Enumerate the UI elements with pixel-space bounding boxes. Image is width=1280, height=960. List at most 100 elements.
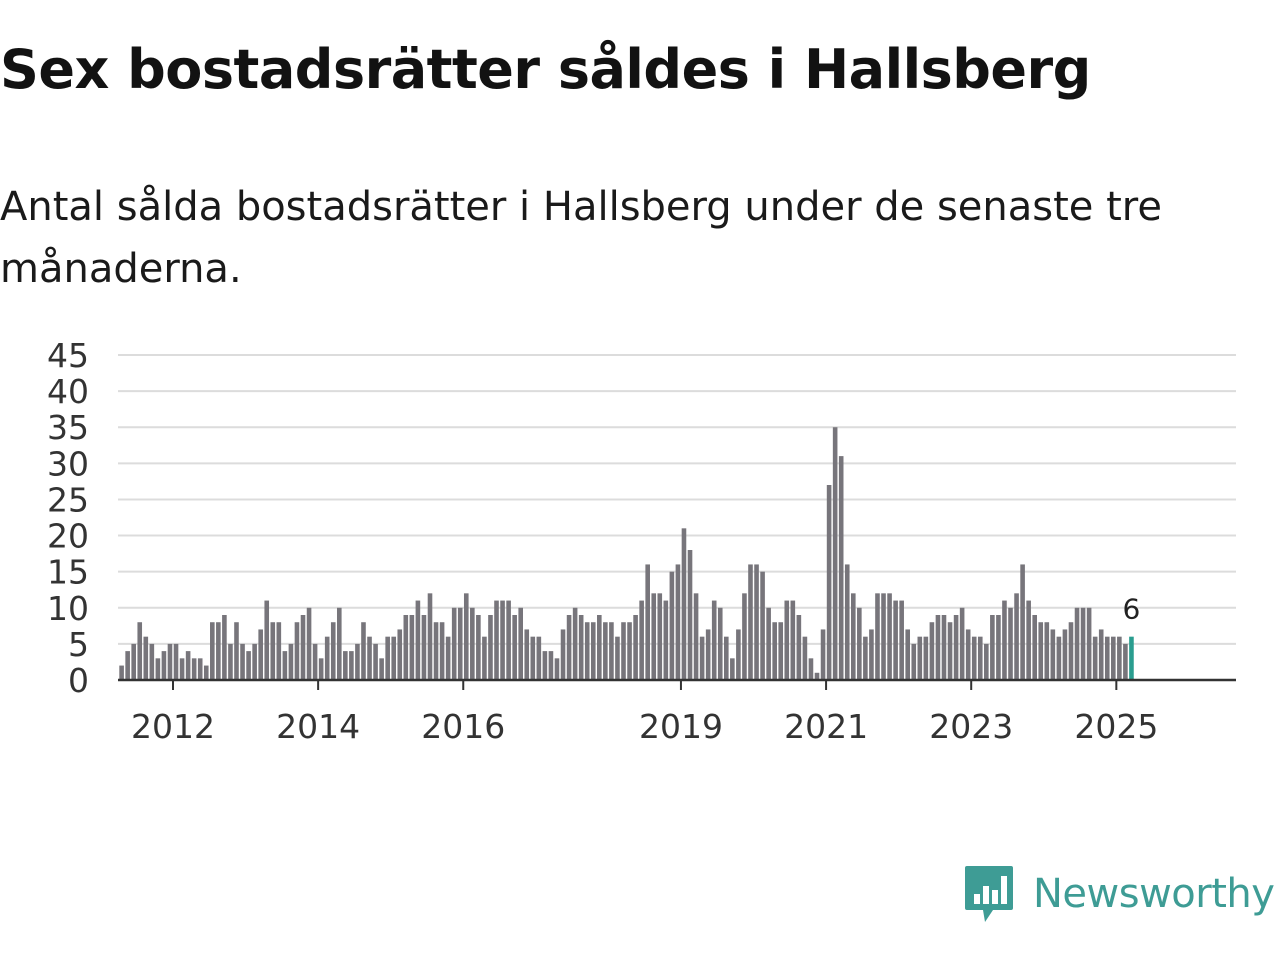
bar	[693, 593, 699, 680]
newsworthy-logo-icon	[965, 866, 1013, 922]
bar	[131, 643, 136, 680]
bar	[820, 629, 826, 680]
bar	[790, 600, 796, 680]
bar	[699, 636, 705, 680]
bar	[282, 651, 288, 680]
x-tick-label: 2023	[929, 707, 1013, 746]
y-gridlines	[118, 354, 1236, 645]
bar	[875, 593, 880, 680]
bar	[264, 600, 270, 680]
bar	[294, 622, 300, 680]
bar	[1020, 564, 1025, 680]
bar	[1032, 615, 1037, 680]
bar	[185, 651, 191, 680]
bar	[826, 485, 832, 680]
x-tick-label: 2012	[131, 707, 215, 746]
bar	[330, 622, 336, 680]
bar	[216, 622, 221, 680]
bar	[1111, 636, 1116, 680]
y-tick-label: 45	[47, 336, 89, 375]
bar	[590, 622, 596, 680]
bar	[869, 629, 874, 680]
bar	[125, 651, 130, 680]
x-tick-label: 2014	[276, 707, 360, 746]
bar	[597, 615, 602, 680]
newsworthy-logo: Newsworthy	[963, 864, 1275, 924]
bar	[536, 636, 542, 680]
bar	[1050, 629, 1056, 680]
bar	[518, 607, 523, 680]
bar	[1038, 622, 1044, 680]
bar	[1056, 636, 1062, 680]
bar	[802, 636, 808, 680]
bar	[893, 600, 898, 680]
bar	[246, 651, 251, 680]
bar	[778, 622, 784, 680]
bar	[379, 658, 384, 680]
bar	[385, 636, 390, 680]
bar	[1074, 607, 1080, 680]
bar	[149, 643, 155, 680]
chart-title: Sex bostadsrätter såldes i Hallsberg	[0, 38, 1091, 101]
bar	[560, 629, 566, 680]
bar	[923, 636, 929, 680]
x-tick-label: 2025	[1074, 707, 1158, 746]
bar	[500, 600, 505, 680]
bar	[210, 622, 215, 680]
bar	[119, 665, 124, 680]
bar	[439, 622, 445, 680]
bar	[615, 636, 620, 680]
bar	[996, 615, 1001, 680]
bar	[512, 615, 517, 680]
bar	[796, 615, 802, 680]
bar	[814, 672, 820, 680]
highlight-value-label: 6	[1123, 593, 1141, 626]
bar	[397, 629, 403, 680]
bar	[603, 622, 608, 680]
bar	[336, 607, 342, 680]
bar	[935, 615, 941, 680]
bar	[990, 615, 995, 680]
bar	[445, 636, 451, 680]
y-tick-label: 35	[47, 408, 89, 447]
bar	[687, 550, 693, 680]
bar	[1098, 629, 1104, 680]
y-tick-label: 30	[47, 444, 89, 483]
bar	[1014, 593, 1019, 680]
bar	[312, 643, 318, 680]
annotations: 6	[1123, 593, 1141, 626]
bar	[409, 615, 415, 680]
bar	[1092, 636, 1098, 680]
bar	[288, 643, 294, 680]
bar	[167, 643, 173, 680]
bar	[844, 564, 850, 680]
bar	[971, 636, 977, 680]
bar-highlight	[1129, 636, 1134, 680]
bar	[222, 615, 227, 680]
bar	[959, 607, 965, 680]
bar	[361, 622, 366, 680]
bar	[427, 593, 433, 680]
x-tick-label: 2021	[784, 707, 868, 746]
bar	[457, 607, 463, 680]
bar	[488, 615, 493, 680]
bar	[766, 607, 771, 680]
bar	[754, 564, 759, 680]
bar	[717, 607, 723, 680]
bar	[953, 615, 959, 680]
bar	[306, 607, 312, 680]
bar	[675, 564, 681, 680]
bar	[1044, 622, 1050, 680]
bar	[887, 593, 892, 680]
bar	[548, 651, 554, 680]
bar	[542, 651, 548, 680]
y-tick-label: 25	[47, 480, 89, 519]
bar	[621, 622, 626, 680]
bar	[191, 658, 197, 680]
bar	[929, 622, 935, 680]
bar	[276, 622, 282, 680]
bar	[373, 643, 378, 680]
bar	[343, 651, 348, 680]
y-tick-label: 5	[68, 625, 89, 664]
